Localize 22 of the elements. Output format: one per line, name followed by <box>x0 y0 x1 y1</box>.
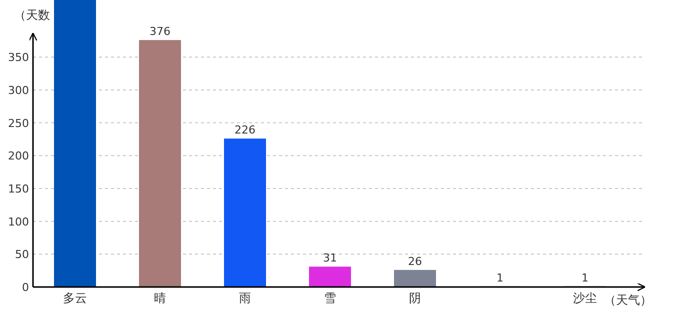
y-tick-label: 350 <box>8 51 29 64</box>
y-tick-label: 150 <box>8 182 29 196</box>
data-label: 31 <box>323 252 337 265</box>
data-label: 376 <box>150 25 170 38</box>
x-tick-label: 多云 <box>63 291 87 305</box>
x-axis-title: （天气） <box>604 293 652 307</box>
data-label: 1 <box>496 271 504 284</box>
data-label: 1 <box>582 271 588 284</box>
y-axis-title: （天数 <box>14 8 50 22</box>
x-tick-label: 晴 <box>154 291 166 305</box>
y-tick-label: 300 <box>8 84 29 97</box>
x-tick-label: 雨 <box>239 291 251 305</box>
y-tick-label: 100 <box>8 215 29 228</box>
y-tick-label: 0 <box>22 281 29 294</box>
x-tick-label: 沙尘 <box>573 291 597 305</box>
y-tick-label: 50 <box>15 248 29 262</box>
x-tick-label: 阴 <box>409 291 421 305</box>
x-tick-label: 雪 <box>324 291 336 305</box>
y-tick-label: 200 <box>8 150 29 163</box>
y-tick-label: 250 <box>8 116 29 130</box>
data-label: 26 <box>408 254 422 268</box>
data-label: 226 <box>234 124 256 137</box>
